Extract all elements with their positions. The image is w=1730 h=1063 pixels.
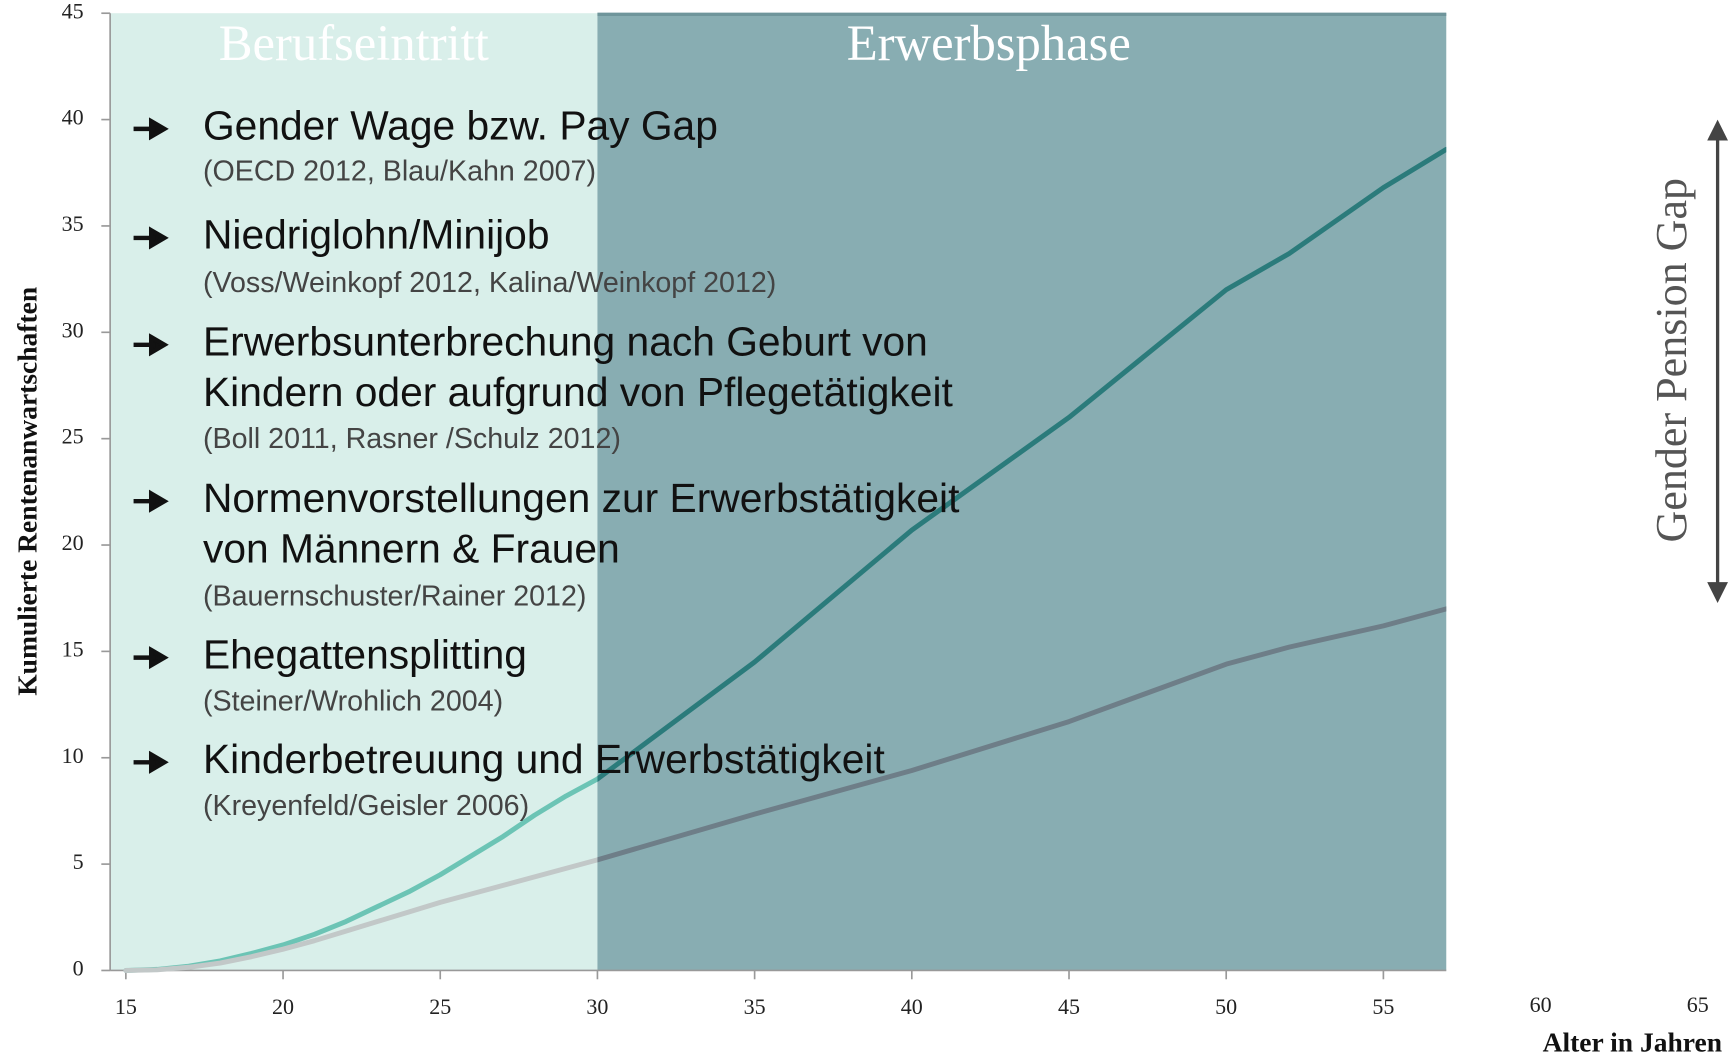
y-tick-label: 25 <box>62 424 84 449</box>
x-axis-label: Alter in Jahren <box>1543 1027 1722 1058</box>
y-tick-label: 35 <box>62 211 84 236</box>
item-source: (Boll 2011, Rasner /Schulz 2012) <box>203 423 621 455</box>
phase-band <box>110 13 598 971</box>
y-tick-label: 0 <box>73 956 84 981</box>
x-tick-label: 50 <box>1215 994 1237 1019</box>
y-axis-label: Kumulierte Rentenanwartschaften <box>11 287 42 696</box>
item-source: (OECD 2012, Blau/Kahn 2007) <box>203 156 596 188</box>
y-tick-label: 5 <box>73 849 84 874</box>
item-source: (Voss/Weinkopf 2012, Kalina/Weinkopf 201… <box>203 267 776 299</box>
gap-label: Gender Pension Gap <box>1647 178 1696 543</box>
x-tick-label: 40 <box>901 994 923 1019</box>
item-text: von Männern & Frauen <box>203 526 620 572</box>
series-line <box>123 857 598 973</box>
x-tick-label: 35 <box>744 994 766 1019</box>
item-text: Kindern oder aufgrund von Pflegetätigkei… <box>203 369 954 415</box>
y-tick-label: 15 <box>62 636 84 661</box>
series-line <box>597 606 1447 863</box>
x-tick-label: 15 <box>115 994 137 1019</box>
x-tick-label: 65 <box>1687 992 1709 1017</box>
arrow-icon <box>133 489 169 513</box>
series-line <box>597 146 1447 782</box>
arrow-icon <box>133 750 169 774</box>
x-tick-label: 55 <box>1372 994 1394 1019</box>
item-source: (Kreyenfeld/Geisler 2006) <box>203 790 529 822</box>
x-tick-label: 45 <box>1058 994 1080 1019</box>
item-text: Gender Wage bzw. Pay Gap <box>203 103 718 149</box>
y-tick-label: 30 <box>62 317 84 342</box>
item-text: Erwerbsunterbrechung nach Geburt von <box>203 319 928 365</box>
y-tick-label: 40 <box>62 105 84 130</box>
item-source: (Steiner/Wrohlich 2004) <box>203 685 503 717</box>
item-text: Niedriglohn/Minijob <box>203 212 550 258</box>
arrow-icon <box>133 117 169 141</box>
series-line <box>123 775 598 973</box>
x-tick-label: 30 <box>586 994 608 1019</box>
arrow-icon <box>133 646 169 670</box>
band-label: Erwerbsphase <box>847 15 1131 71</box>
x-tick-label: 20 <box>272 994 294 1019</box>
y-tick-label: 20 <box>62 530 84 555</box>
arrow-icon <box>133 333 169 357</box>
item-text: Normenvorstellungen zur Erwerbstätigkeit <box>203 475 960 521</box>
phase-band <box>597 13 1447 971</box>
item-source: (Bauernschuster/Rainer 2012) <box>203 581 586 613</box>
item-text: Ehegattensplitting <box>203 631 527 677</box>
band-label: Berufseintritt <box>219 15 489 71</box>
y-tick-label: 45 <box>62 0 84 23</box>
gap-arrow <box>1707 119 1728 603</box>
item-text: Kinderbetreuung und Erwerbstätigkeit <box>203 736 886 782</box>
arrow-icon <box>133 226 169 250</box>
y-tick-label: 10 <box>62 743 84 768</box>
x-tick-label: 25 <box>429 994 451 1019</box>
x-tick-label: 60 <box>1530 992 1552 1017</box>
